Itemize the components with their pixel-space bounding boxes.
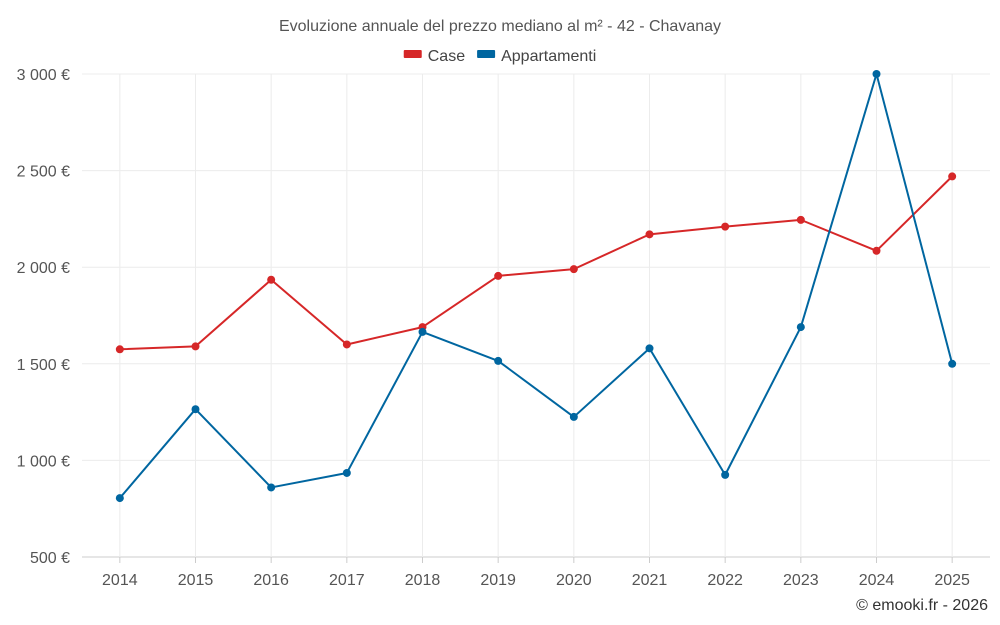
data-point-appartamenti[interactable] (872, 70, 881, 78)
x-tick-label: 2019 (480, 572, 516, 589)
x-axis-ticks: 2014 2015 2016 2017 2018 2019 2020 2021 2022 2023… (102, 557, 970, 589)
series-layer (115, 70, 957, 503)
chart-title: Evoluzione annuale del prezzo mediano al… (279, 18, 721, 35)
x-tick-label: 2024 (859, 572, 895, 589)
data-point-case[interactable] (494, 271, 503, 280)
data-point-case[interactable] (796, 215, 805, 224)
data-point-appartamenti[interactable] (418, 327, 427, 336)
x-tick-label: 2014 (102, 572, 138, 589)
x-tick-label: 2015 (178, 572, 214, 589)
data-point-case[interactable] (645, 230, 654, 239)
data-point-appartamenti[interactable] (645, 344, 654, 353)
x-tick-label: 2025 (934, 572, 970, 589)
series-line-appartamenti (119, 73, 954, 499)
data-point-appartamenti[interactable] (569, 412, 578, 421)
y-tick-label: 1 000 € (17, 453, 70, 470)
data-point-case[interactable] (872, 246, 881, 255)
data-point-appartamenti[interactable] (267, 483, 276, 492)
data-point-appartamenti[interactable] (721, 470, 730, 479)
data-point-case[interactable] (342, 340, 351, 349)
x-tick-label: 2023 (783, 572, 819, 589)
data-point-appartamenti[interactable] (948, 359, 957, 368)
series-line-case (119, 175, 953, 351)
data-point-appartamenti[interactable] (342, 468, 351, 477)
data-point-appartamenti[interactable] (191, 405, 200, 414)
data-point-case[interactable] (267, 275, 276, 284)
credit-text: © emooki.fr - 2026 (856, 597, 988, 614)
data-point-case[interactable] (948, 172, 957, 181)
legend-item-appartamenti[interactable]: Appartamenti (477, 48, 596, 65)
y-tick-label: 500 € (30, 550, 70, 567)
y-tick-label: 1 500 € (17, 357, 70, 374)
x-tick-label: 2016 (253, 572, 289, 589)
x-tick-label: 2018 (405, 572, 441, 589)
data-point-appartamenti[interactable] (494, 356, 503, 365)
data-point-case[interactable] (721, 222, 730, 231)
x-tick-label: 2022 (707, 572, 743, 589)
x-tick-label: 2017 (329, 572, 365, 589)
data-point-appartamenti[interactable] (796, 323, 805, 332)
x-tick-label: 2021 (632, 572, 668, 589)
legend-label: Case (428, 48, 465, 65)
data-point-appartamenti[interactable] (115, 494, 124, 503)
data-point-case[interactable] (115, 345, 124, 354)
legend-swatch (403, 50, 422, 58)
data-point-case[interactable] (569, 265, 578, 274)
legend-label: Appartamenti (501, 48, 596, 65)
y-axis-ticks: 500 € 1 000 € 1 500 € 2 000 € 2 500 € 3 000 € (17, 67, 70, 567)
legend-swatch (477, 50, 496, 58)
x-tick-label: 2020 (556, 572, 592, 589)
data-point-case[interactable] (191, 342, 200, 351)
legend-item-case[interactable]: Case (403, 48, 465, 65)
gridlines (82, 73, 990, 558)
y-tick-label: 2 500 € (17, 164, 70, 181)
legend: Case Appartamenti (403, 48, 596, 65)
y-tick-label: 3 000 € (17, 67, 70, 84)
y-tick-label: 2 000 € (17, 260, 70, 277)
